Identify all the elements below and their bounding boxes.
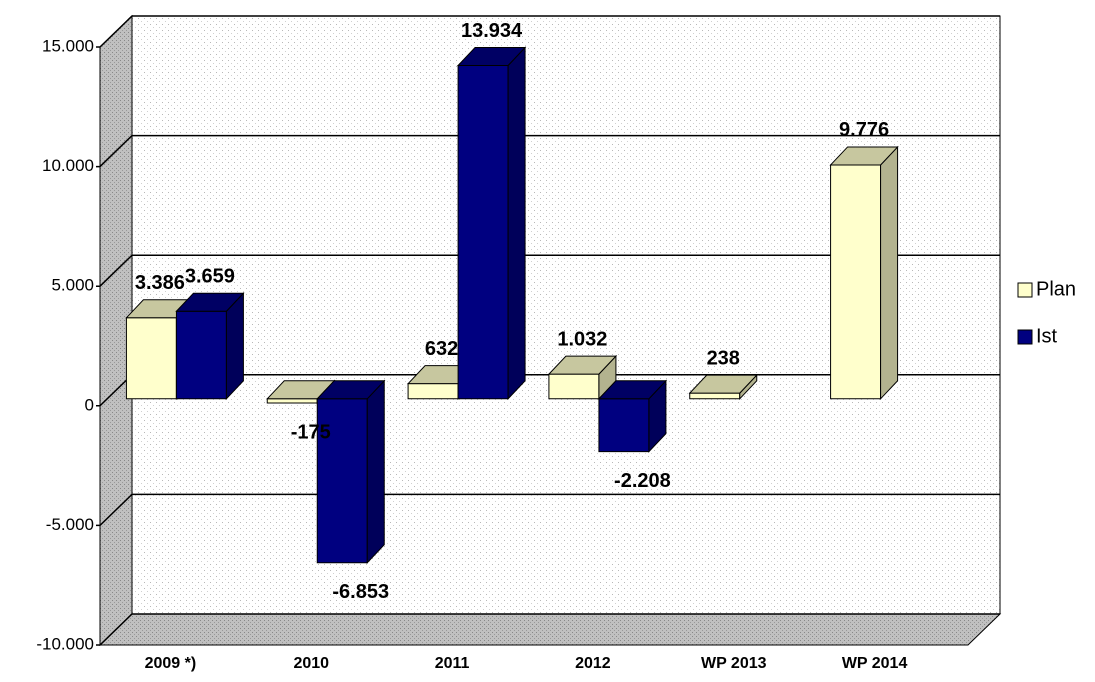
bar-top	[829, 146, 899, 166]
value-label: -6.853	[332, 581, 389, 603]
x-tick-label: 2011	[435, 655, 470, 672]
legend-swatch	[1017, 329, 1033, 345]
value-label: 1.032	[557, 328, 607, 350]
labels: 2009 *) 3.386 3.659 2010 -175 -6.853 2011 632 13…	[135, 20, 908, 672]
bar-top	[688, 374, 758, 394]
y-tick-label: 5.000	[51, 276, 94, 295]
x-tick-label: WP 2014	[842, 655, 908, 672]
value-label: 9.776	[839, 119, 889, 141]
bar-front	[407, 383, 459, 400]
floor	[98, 613, 1002, 646]
value-label: 3.659	[185, 266, 235, 288]
bar-front	[266, 398, 318, 404]
bar	[175, 292, 245, 401]
y-tick-label: -10.000	[36, 634, 94, 653]
y-tick-label: 10.000	[42, 156, 94, 175]
bar-side	[880, 145, 899, 401]
x-tick-label: WP 2013	[701, 655, 767, 672]
bar	[597, 379, 668, 453]
bar	[829, 145, 899, 401]
x-tick-label: 2010	[293, 655, 329, 672]
bar-top	[316, 380, 386, 400]
value-label: -175	[291, 421, 331, 443]
y-tick-label: -5.000	[46, 515, 94, 534]
x-tick-label: 2012	[575, 655, 611, 672]
legend-label: Plan	[1036, 278, 1076, 300]
grid-line	[96, 134, 1000, 168]
x-tick-label: 2009 *)	[145, 655, 197, 672]
grid: -10.000 -5.000 0 5.000 10.000 15.000	[36, 15, 1000, 653]
grid-line	[96, 493, 1000, 527]
bar-front	[830, 164, 882, 400]
value-label: 238	[707, 347, 740, 369]
grid-line	[96, 254, 1000, 287]
grid-line	[96, 15, 1000, 48]
y-tick-label: 0	[85, 395, 94, 414]
bar-front	[175, 310, 227, 400]
bar	[456, 46, 527, 401]
bar-top	[456, 46, 527, 66]
legend-swatch	[1017, 282, 1033, 298]
bars	[125, 46, 899, 564]
value-label: 13.934	[461, 20, 523, 42]
bar-front	[548, 373, 600, 400]
legend-label: Ist	[1036, 325, 1058, 347]
bar-front	[125, 317, 177, 400]
value-label: -2.208	[614, 470, 671, 492]
bar-side	[366, 379, 385, 564]
bar-front	[689, 392, 741, 400]
bar	[316, 379, 386, 564]
value-label: 632	[425, 338, 458, 360]
bar-front	[598, 398, 650, 453]
y-tick-label: 15.000	[42, 36, 94, 55]
bar	[688, 373, 758, 401]
bar-top	[597, 380, 668, 400]
grid-line	[96, 613, 1000, 646]
value-label: 3.386	[135, 272, 185, 294]
bar-top	[547, 355, 618, 375]
bar-side	[507, 46, 526, 401]
bar-top	[175, 292, 245, 312]
bar-front	[457, 64, 509, 400]
